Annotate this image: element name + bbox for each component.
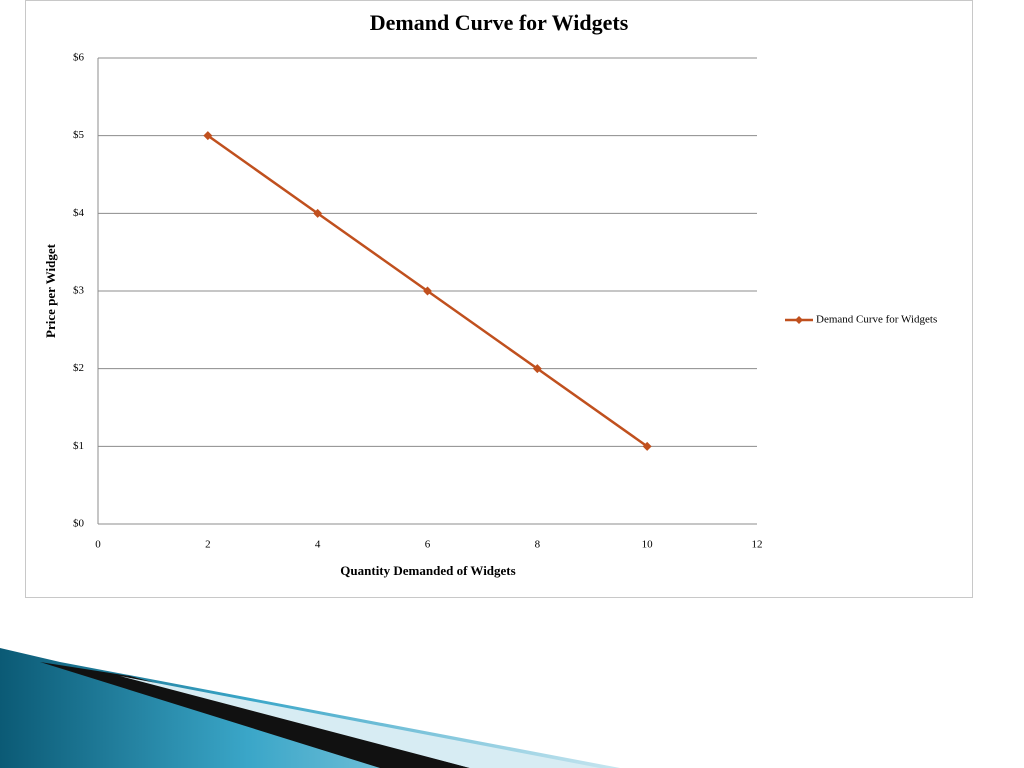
y-tick-label: $2 (73, 362, 84, 374)
decor-stripe (40, 662, 470, 768)
x-tick-label: 8 (535, 539, 541, 551)
y-tick-label: $5 (73, 129, 85, 141)
x-tick-label: 0 (95, 539, 101, 551)
y-tick-label: $6 (73, 52, 85, 64)
decor-light (120, 676, 600, 768)
data-point (313, 208, 323, 218)
x-tick-label: 4 (315, 539, 321, 551)
x-tick-label: 2 (205, 539, 211, 551)
data-point (532, 364, 542, 374)
y-tick-label: $4 (73, 207, 85, 219)
x-tick-label: 10 (642, 539, 654, 551)
data-point (423, 286, 432, 296)
y-tick-label: $3 (73, 285, 85, 297)
x-tick-label: 12 (752, 539, 763, 551)
y-tick-label: $1 (73, 440, 84, 452)
decor-wave (0, 648, 620, 768)
data-point (203, 131, 213, 141)
x-axis-title: Quantity Demanded of Widgets (340, 563, 515, 578)
legend-marker (795, 316, 803, 324)
chart-frame (25, 0, 973, 598)
y-tick-label: $0 (73, 518, 85, 530)
legend-label: Demand Curve for Widgets (816, 314, 937, 326)
y-axis-title: Price per Widget (43, 243, 58, 338)
data-point (642, 441, 652, 451)
chart-title: Demand Curve for Widgets (370, 10, 629, 35)
x-tick-label: 6 (425, 539, 431, 551)
